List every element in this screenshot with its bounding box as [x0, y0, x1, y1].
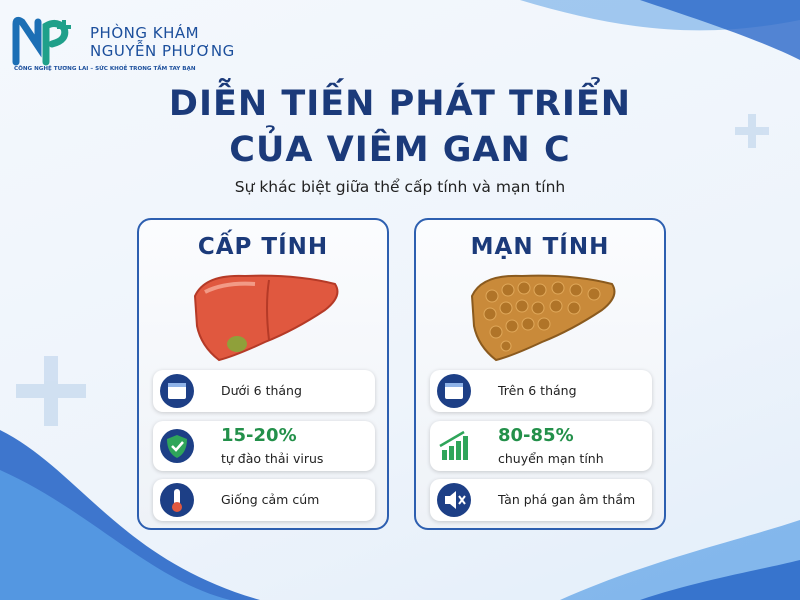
- calendar-icon: [437, 374, 471, 408]
- item-text: Tàn phá gan âm thầm: [498, 492, 636, 507]
- card-title: MẠN TÍNH: [470, 234, 610, 260]
- info-item: Tàn phá gan âm thầm: [430, 479, 652, 521]
- mute-icon: [437, 483, 471, 517]
- item-text: chuyển mạn tính: [498, 451, 604, 466]
- shield-icon: [160, 429, 194, 463]
- card: CẤP TÍNH Dưới 6 tháng 15-20% tự đào thải…: [137, 218, 389, 530]
- card: MẠN TÍNH Trên 6 tháng 80-85% chuyển mạn …: [414, 218, 666, 530]
- logo-tagline: CÔNG NGHỆ TƯƠNG LAI – SỨC KHOẺ TRONG TẦM…: [14, 66, 196, 72]
- logo-name: PHÒNG KHÁM: [90, 24, 200, 42]
- item-text: Trên 6 tháng: [498, 383, 577, 398]
- subtitle: Sự khác biệt giữa thể cấp tính và mạn tí…: [234, 178, 566, 196]
- item-text: Giống cảm cúm: [221, 492, 320, 507]
- info-item: 15-20% tự đào thải virus: [153, 421, 375, 471]
- thermometer-icon: [160, 483, 194, 517]
- title: DIỄN TIẾN PHÁT TRIỂN: [168, 84, 632, 124]
- calendar-icon: [160, 374, 194, 408]
- card-title: CẤP TÍNH: [197, 234, 329, 260]
- info-item: Trên 6 tháng: [430, 370, 652, 412]
- info-item: Dưới 6 tháng: [153, 370, 375, 412]
- title: CỦA VIÊM GAN C: [229, 130, 571, 170]
- info-item: Giống cảm cúm: [153, 479, 375, 521]
- logo-mark: [12, 16, 71, 66]
- logo-name: NGUYỄN PHƯƠNG: [90, 42, 235, 60]
- item-highlight: 15-20%: [221, 425, 297, 446]
- trend-icon: [439, 430, 468, 460]
- info-item: 80-85% chuyển mạn tính: [430, 421, 652, 471]
- item-highlight: 80-85%: [498, 425, 574, 446]
- liver-healthy: [193, 274, 339, 362]
- item-text: tự đào thải virus: [221, 451, 324, 466]
- liver-cirrhotic: [470, 274, 616, 362]
- item-text: Dưới 6 tháng: [221, 383, 302, 398]
